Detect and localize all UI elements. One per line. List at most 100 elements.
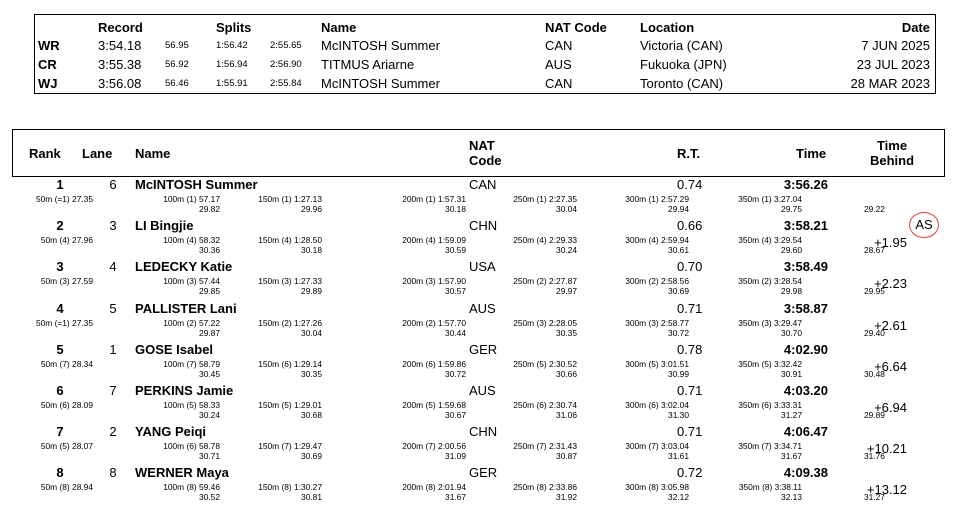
split-lap: 30.68 [301, 410, 322, 420]
rank: 4 [56, 300, 64, 316]
record-nat: CAN [545, 38, 573, 53]
split-time: 200m (3) 1:57.90 [402, 276, 466, 287]
split-time: 250m (7) 2:31.43 [513, 441, 577, 452]
split-lap: 29.40 [864, 327, 885, 338]
split-time: 100m (6) 58.78 [163, 441, 220, 452]
time-behind: +13.12 [866, 482, 907, 498]
record-nat: AUS [545, 57, 572, 72]
split-lap: 29.82 [199, 204, 220, 214]
split-time: 100m (3) 57.44 [163, 276, 220, 287]
split-time: 300m (4) 2:59.94 [625, 235, 689, 246]
record-split: 1:56.42 [216, 40, 248, 51]
split-lap: 29.85 [199, 286, 220, 297]
final-time: 3:58.87 [783, 300, 828, 316]
split-time: 100m (7) 58.79 [163, 358, 220, 369]
record-time: 3:54.18 [98, 38, 142, 53]
time-behind: +6.94 [874, 400, 907, 415]
split-lap: 29.96 [301, 204, 322, 214]
split-lap: 29.75 [781, 204, 802, 214]
split-lap: 31.61 [668, 451, 689, 462]
nat-code: USA [469, 259, 496, 275]
rank: 8 [56, 465, 64, 481]
lane: 6 [109, 177, 117, 192]
nat-code: GER [469, 341, 498, 357]
split-time: 150m (5) 1:29.01 [258, 400, 322, 410]
split-lap: 29.94 [668, 204, 689, 214]
header-rank: Rank [29, 146, 61, 161]
split-time: 150m (8) 1:30.27 [258, 482, 322, 493]
lane: 5 [109, 300, 117, 316]
split-lap: 31.67 [781, 451, 802, 462]
split-lap: 30.71 [199, 451, 220, 462]
split-time: 50m (5) 28.07 [40, 441, 93, 452]
split-time: 50m (=1) 27.35 [35, 317, 93, 328]
record-split: 56.95 [165, 40, 189, 51]
split-time: 250m (4) 2:29.33 [513, 235, 577, 246]
nat-code: AUS [469, 383, 496, 398]
split-time: 50m (7) 28.34 [40, 358, 93, 369]
split-lap: 32.13 [781, 492, 802, 503]
athlete-name: LEDECKY Katie [135, 259, 233, 275]
header-behind-line2: Behind [869, 153, 915, 168]
split-time: 200m (1) 1:57.31 [402, 194, 466, 204]
reaction-time: 0.71 [677, 424, 703, 440]
record-split: 1:55.91 [216, 78, 248, 89]
split-time: 300m (5) 3:01.51 [625, 358, 689, 369]
nat-code: CAN [469, 177, 497, 192]
record-location: Victoria (CAN) [640, 38, 723, 53]
split-time: 200m (2) 1:57.70 [402, 317, 466, 328]
lane: 2 [109, 424, 117, 440]
time-behind: +10.21 [866, 441, 907, 457]
split-time: 350m (1) 3:27.04 [738, 194, 802, 204]
split-lap: 30.24 [199, 410, 220, 420]
record-split: 56.46 [165, 78, 189, 89]
records-header-location: Location [640, 20, 695, 35]
split-lap: 31.92 [556, 492, 577, 503]
athlete-name: WERNER Maya [135, 465, 229, 481]
split-time: 350m (2) 3:28.54 [738, 276, 802, 287]
split-time: 50m (=1) 27.35 [35, 194, 93, 204]
lane: 8 [109, 465, 117, 481]
split-lap: 30.91 [781, 368, 802, 379]
rank: 7 [56, 424, 64, 440]
record-holder-name: McINTOSH Summer [321, 76, 440, 91]
record-split: 2:56.90 [270, 59, 302, 70]
split-time: 250m (3) 2:28.05 [513, 317, 577, 328]
split-lap: 30.72 [445, 368, 466, 379]
lane: 3 [109, 218, 117, 234]
split-lap: 31.67 [445, 492, 466, 503]
final-time: 3:58.21 [783, 218, 828, 234]
split-lap: 29.95 [864, 286, 885, 297]
split-time: 300m (6) 3:02.04 [625, 400, 689, 410]
split-time: 350m (3) 3:29.47 [738, 317, 802, 328]
split-time: 300m (7) 3:03.04 [625, 441, 689, 452]
time-behind: +2.61 [874, 317, 907, 333]
split-time: 100m (2) 57.22 [163, 317, 220, 328]
record-location: Toronto (CAN) [640, 76, 724, 91]
split-lap: 31.09 [445, 451, 466, 462]
split-lap: 30.61 [668, 245, 689, 256]
split-lap: 30.45 [199, 368, 220, 379]
split-time: 100m (1) 57.17 [163, 194, 220, 204]
split-time: 150m (2) 1:27.26 [258, 317, 322, 328]
rank: 1 [56, 177, 64, 192]
records-header-record: Record [98, 20, 143, 35]
record-location: Fukuoka (JPN) [640, 57, 727, 72]
rank: 5 [56, 341, 64, 357]
split-time: 300m (2) 2:58.56 [625, 276, 689, 287]
split-time: 350m (6) 3:33.31 [738, 400, 802, 410]
split-lap: 30.04 [301, 327, 322, 338]
nat-code: CHN [469, 424, 498, 440]
reaction-time: 0.78 [677, 341, 703, 357]
reaction-time: 0.72 [677, 465, 703, 481]
header-lane: Lane [82, 146, 113, 161]
final-time: 4:03.20 [783, 383, 828, 398]
rank: 6 [56, 383, 64, 398]
split-lap: 30.67 [445, 410, 466, 420]
header-name: Name [135, 146, 171, 161]
split-time: 300m (1) 2:57.29 [625, 194, 689, 204]
split-lap: 29.22 [864, 204, 885, 214]
lane: 1 [109, 341, 117, 357]
record-type: WR [38, 38, 60, 53]
lane: 7 [109, 383, 117, 398]
